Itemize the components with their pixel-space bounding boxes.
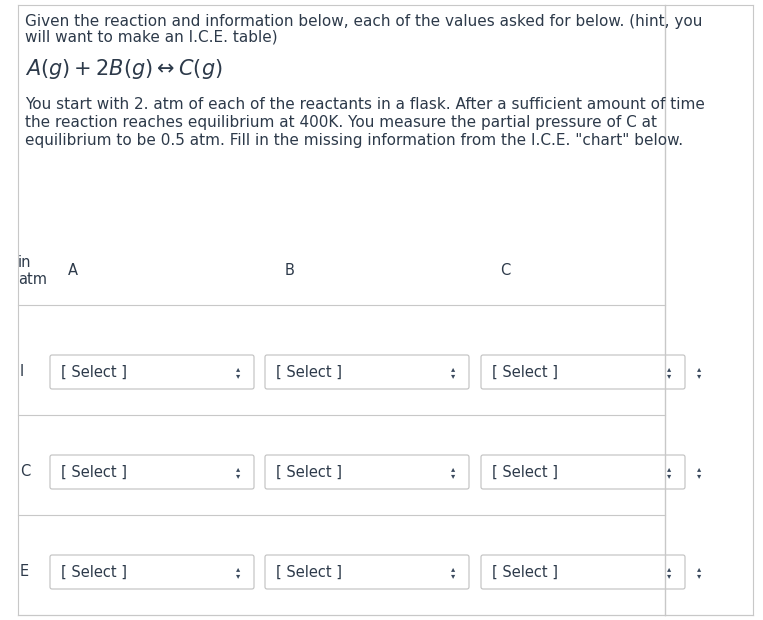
Text: atm: atm xyxy=(18,272,47,287)
Text: ▴
▾: ▴ ▾ xyxy=(451,564,455,580)
Text: [ Select ]: [ Select ] xyxy=(61,464,127,479)
Text: A: A xyxy=(68,263,78,278)
FancyBboxPatch shape xyxy=(481,355,685,389)
FancyBboxPatch shape xyxy=(265,555,469,589)
Text: ▴
▾: ▴ ▾ xyxy=(451,364,455,380)
Text: [ Select ]: [ Select ] xyxy=(276,464,342,479)
Text: ▴
▾: ▴ ▾ xyxy=(697,564,701,580)
Text: ▴
▾: ▴ ▾ xyxy=(236,464,240,480)
Text: C: C xyxy=(20,464,31,479)
Text: Given the reaction and information below, each of the values asked for below. (h: Given the reaction and information below… xyxy=(25,14,703,29)
Text: [ Select ]: [ Select ] xyxy=(276,365,342,379)
Text: the reaction reaches equilibrium at 400K. You measure the partial pressure of C : the reaction reaches equilibrium at 400K… xyxy=(25,115,657,130)
FancyBboxPatch shape xyxy=(481,555,685,589)
Text: ▴
▾: ▴ ▾ xyxy=(667,564,671,580)
Text: ▴
▾: ▴ ▾ xyxy=(697,464,701,480)
Text: ▴
▾: ▴ ▾ xyxy=(667,464,671,480)
Text: ▴
▾: ▴ ▾ xyxy=(697,364,701,380)
Text: [ Select ]: [ Select ] xyxy=(61,365,127,379)
FancyBboxPatch shape xyxy=(265,355,469,389)
FancyBboxPatch shape xyxy=(265,455,469,489)
Text: will want to make an I.C.E. table): will want to make an I.C.E. table) xyxy=(25,30,278,45)
Text: C: C xyxy=(500,263,510,278)
Text: equilibrium to be 0.5 atm. Fill in the missing information from the I.C.E. "char: equilibrium to be 0.5 atm. Fill in the m… xyxy=(25,133,683,148)
FancyBboxPatch shape xyxy=(50,555,254,589)
Text: ▴
▾: ▴ ▾ xyxy=(236,364,240,380)
Text: ▴
▾: ▴ ▾ xyxy=(236,564,240,580)
Text: [ Select ]: [ Select ] xyxy=(61,564,127,580)
FancyBboxPatch shape xyxy=(50,355,254,389)
Text: I: I xyxy=(20,365,24,379)
FancyBboxPatch shape xyxy=(50,455,254,489)
Text: [ Select ]: [ Select ] xyxy=(492,365,558,379)
Text: You start with 2. atm of each of the reactants in a flask. After a sufficient am: You start with 2. atm of each of the rea… xyxy=(25,97,705,112)
Text: E: E xyxy=(20,564,29,580)
Text: B: B xyxy=(285,263,295,278)
Text: in: in xyxy=(18,255,31,270)
Text: [ Select ]: [ Select ] xyxy=(276,564,342,580)
FancyBboxPatch shape xyxy=(481,455,685,489)
Text: ▴
▾: ▴ ▾ xyxy=(451,464,455,480)
Text: [ Select ]: [ Select ] xyxy=(492,564,558,580)
Text: $\mathit{A(g) + 2B(g) \leftrightarrow C(g)}$: $\mathit{A(g) + 2B(g) \leftrightarrow C(… xyxy=(25,57,223,81)
Text: [ Select ]: [ Select ] xyxy=(492,464,558,479)
Text: ▴
▾: ▴ ▾ xyxy=(667,364,671,380)
